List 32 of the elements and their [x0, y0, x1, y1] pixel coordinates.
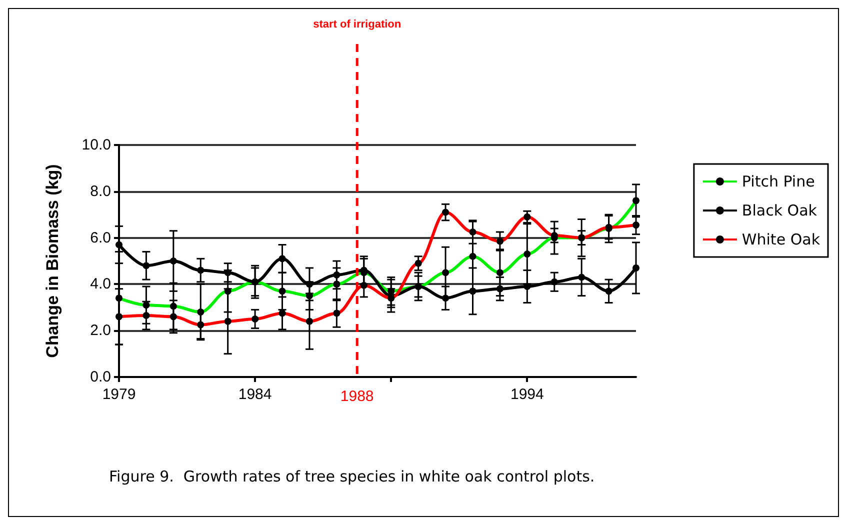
- point: [333, 271, 340, 278]
- y-tick-label: 8.0: [90, 182, 111, 200]
- point: [632, 264, 640, 272]
- legend-label: White Oak: [742, 230, 820, 248]
- y-tick-label: 0.0: [90, 368, 111, 386]
- point: [524, 283, 531, 290]
- point: [469, 288, 476, 295]
- point: [306, 280, 313, 288]
- x-tick-label: 1979: [102, 386, 136, 403]
- point: [578, 274, 586, 281]
- point: [197, 266, 204, 274]
- point: [278, 255, 286, 262]
- ref-line-label: start of irrigation: [313, 18, 402, 30]
- point: [605, 288, 612, 295]
- x-tick-label: 1994: [510, 386, 544, 403]
- point: [224, 269, 232, 276]
- legend-label: Black Oak: [742, 202, 818, 220]
- point: [116, 241, 122, 248]
- point: [170, 258, 177, 264]
- y-tick-label: 6.0: [90, 229, 111, 246]
- point: [550, 278, 558, 286]
- caption: Figure 9. Growth rates of tree species in white oak control plots.: [109, 468, 595, 486]
- point: [142, 262, 150, 270]
- annotation: 1988: [340, 388, 374, 405]
- point: [442, 294, 450, 302]
- legend-label: Pitch Pine: [742, 172, 815, 190]
- point: [496, 285, 504, 292]
- x-tick-label: 1984: [238, 386, 272, 403]
- y-tick-label: 2.0: [90, 322, 111, 340]
- y-axis-title: Change in Biomass (kg): [43, 164, 62, 358]
- y-tick-label: 10.0: [82, 136, 111, 154]
- y-tick-label: 4.0: [90, 276, 111, 293]
